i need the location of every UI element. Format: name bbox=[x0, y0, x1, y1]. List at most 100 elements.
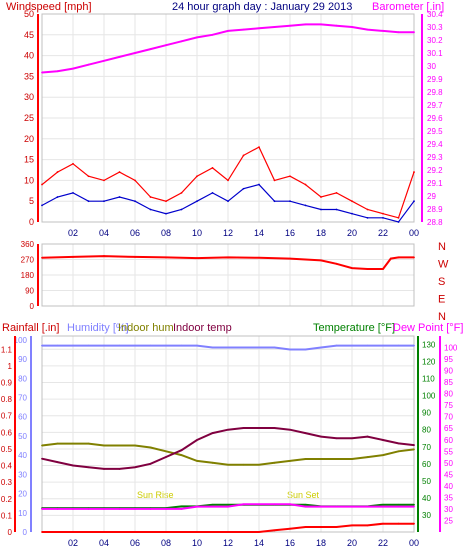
humidity-point bbox=[149, 344, 152, 347]
humidity-point bbox=[382, 344, 384, 347]
rainfall-point bbox=[258, 531, 260, 533]
wind-direction-point bbox=[196, 257, 198, 260]
barometer-point bbox=[103, 59, 105, 62]
humidity-point bbox=[118, 344, 121, 347]
p3-dew-tick-label: 55 bbox=[444, 447, 453, 456]
windspeed-axis-label: Windspeed [mph] bbox=[6, 1, 92, 13]
p3-rain-tick-label: 0.5 bbox=[1, 445, 13, 454]
barometer-point bbox=[211, 33, 214, 36]
p1-right-tick-label: 28.9 bbox=[427, 205, 443, 214]
barometer-point bbox=[149, 48, 152, 50]
dew-point-point bbox=[258, 503, 260, 506]
wind-direction-point bbox=[134, 256, 136, 258]
indoor-temp-point bbox=[118, 468, 121, 470]
indoor-temp-point bbox=[211, 432, 214, 435]
indoor-hum-point bbox=[289, 460, 291, 462]
wind-direction-point bbox=[103, 255, 105, 257]
gust-point bbox=[227, 179, 229, 182]
indoor-hum-point bbox=[320, 458, 322, 460]
dew-point-point bbox=[103, 508, 105, 510]
p3-rain-tick-label: 0.8 bbox=[1, 395, 13, 404]
p2-left-tick-label: 360 bbox=[21, 240, 35, 249]
wind-direction-point bbox=[258, 256, 260, 259]
rainfall-point bbox=[227, 531, 229, 533]
p3-dew-tick-label: 100 bbox=[444, 344, 458, 353]
series-dew-point bbox=[41, 503, 415, 510]
indoor-hum-point bbox=[180, 454, 183, 457]
indoor-temp-point bbox=[397, 442, 400, 445]
p3-dew-tick-label: 35 bbox=[444, 493, 453, 502]
indoor-temp-point bbox=[320, 435, 322, 438]
p1-left-tick-label: 35 bbox=[24, 71, 34, 81]
humidity-point bbox=[72, 344, 74, 347]
humidity-point bbox=[289, 348, 291, 351]
average-point bbox=[382, 216, 384, 219]
p3-temp-tick-label: 90 bbox=[422, 409, 431, 418]
average-point bbox=[413, 200, 415, 203]
p1-right-tick-label: 29.6 bbox=[427, 114, 443, 123]
indoor-temp-point bbox=[242, 427, 245, 429]
humidity-point bbox=[242, 346, 245, 349]
dew-point-point bbox=[72, 508, 74, 510]
p1-right-tick-label: 30.2 bbox=[427, 36, 443, 45]
humidity-point bbox=[397, 344, 400, 347]
barometer-point bbox=[165, 44, 167, 47]
p3-hum-tick-label: 30 bbox=[18, 470, 27, 479]
indoor-hum-point bbox=[397, 450, 400, 453]
dew-point-point bbox=[366, 505, 369, 508]
barometer-point bbox=[196, 36, 198, 39]
p3-x-tick-label: 00 bbox=[409, 538, 419, 548]
rainfall-point bbox=[366, 524, 369, 527]
p1-right-tick-label: 28.8 bbox=[427, 218, 443, 227]
p2-direction-label: S bbox=[438, 276, 445, 288]
indoor-hum-point bbox=[273, 461, 276, 464]
barometer-point bbox=[87, 63, 90, 66]
indoor-hum-point bbox=[149, 446, 152, 449]
indoor-temp-point bbox=[289, 428, 291, 431]
barometer-point bbox=[351, 26, 353, 28]
temperature-point bbox=[397, 503, 400, 506]
temperature-point bbox=[382, 503, 384, 506]
p3-temp-tick-label: 40 bbox=[422, 494, 431, 503]
dew-point-point bbox=[227, 505, 229, 508]
p1-x-tick-label: 18 bbox=[316, 228, 326, 238]
dew-point-point bbox=[134, 508, 136, 510]
gust-point bbox=[335, 191, 338, 194]
p1-left-tick-label: 50 bbox=[24, 9, 34, 19]
dew-point-point bbox=[196, 505, 198, 508]
indoor-temp-point bbox=[351, 437, 353, 440]
gust-point bbox=[242, 154, 245, 157]
indoor-hum-point bbox=[304, 458, 307, 460]
p1-left-tick-label: 0 bbox=[29, 217, 34, 227]
p3-temp-tick-label: 120 bbox=[422, 358, 436, 367]
average-point bbox=[242, 187, 245, 190]
series-indoor-hum bbox=[41, 442, 415, 466]
p3-x-tick-label: 14 bbox=[254, 538, 264, 548]
series-barometer bbox=[41, 23, 415, 74]
p3-dew-tick-label: 85 bbox=[444, 378, 453, 387]
humidity-point bbox=[304, 348, 307, 351]
p3-x-tick-label: 12 bbox=[223, 538, 233, 548]
humidity-point bbox=[335, 344, 338, 347]
p3-rain-tick-label: 0.7 bbox=[1, 412, 13, 421]
wind-direction-point bbox=[165, 256, 167, 259]
p3-rain-tick-label: 1.1 bbox=[1, 345, 13, 354]
p1-left-tick-label: 10 bbox=[24, 175, 34, 185]
average-point bbox=[118, 196, 121, 198]
p2-left-tick-label: 90 bbox=[25, 287, 34, 296]
p1-x-tick-label: 02 bbox=[68, 228, 78, 238]
humidity-point bbox=[413, 344, 415, 347]
average-point bbox=[196, 200, 198, 203]
gust-point bbox=[397, 216, 400, 219]
p1-right-tick-label: 29.5 bbox=[427, 127, 443, 136]
rainfall-point bbox=[165, 531, 167, 533]
gust-point bbox=[320, 196, 322, 198]
wind-direction-point bbox=[289, 257, 291, 260]
p1-x-tick-label: 22 bbox=[378, 228, 388, 238]
p2-left-tick-label: 0 bbox=[30, 302, 35, 311]
p3-rain-tick-label: 0.2 bbox=[1, 495, 13, 504]
p3-temp-tick-label: 100 bbox=[422, 392, 436, 401]
series-rainfall bbox=[41, 522, 415, 533]
temperature-label: Temperature [°F] bbox=[313, 322, 395, 334]
barometer-point bbox=[118, 56, 121, 58]
